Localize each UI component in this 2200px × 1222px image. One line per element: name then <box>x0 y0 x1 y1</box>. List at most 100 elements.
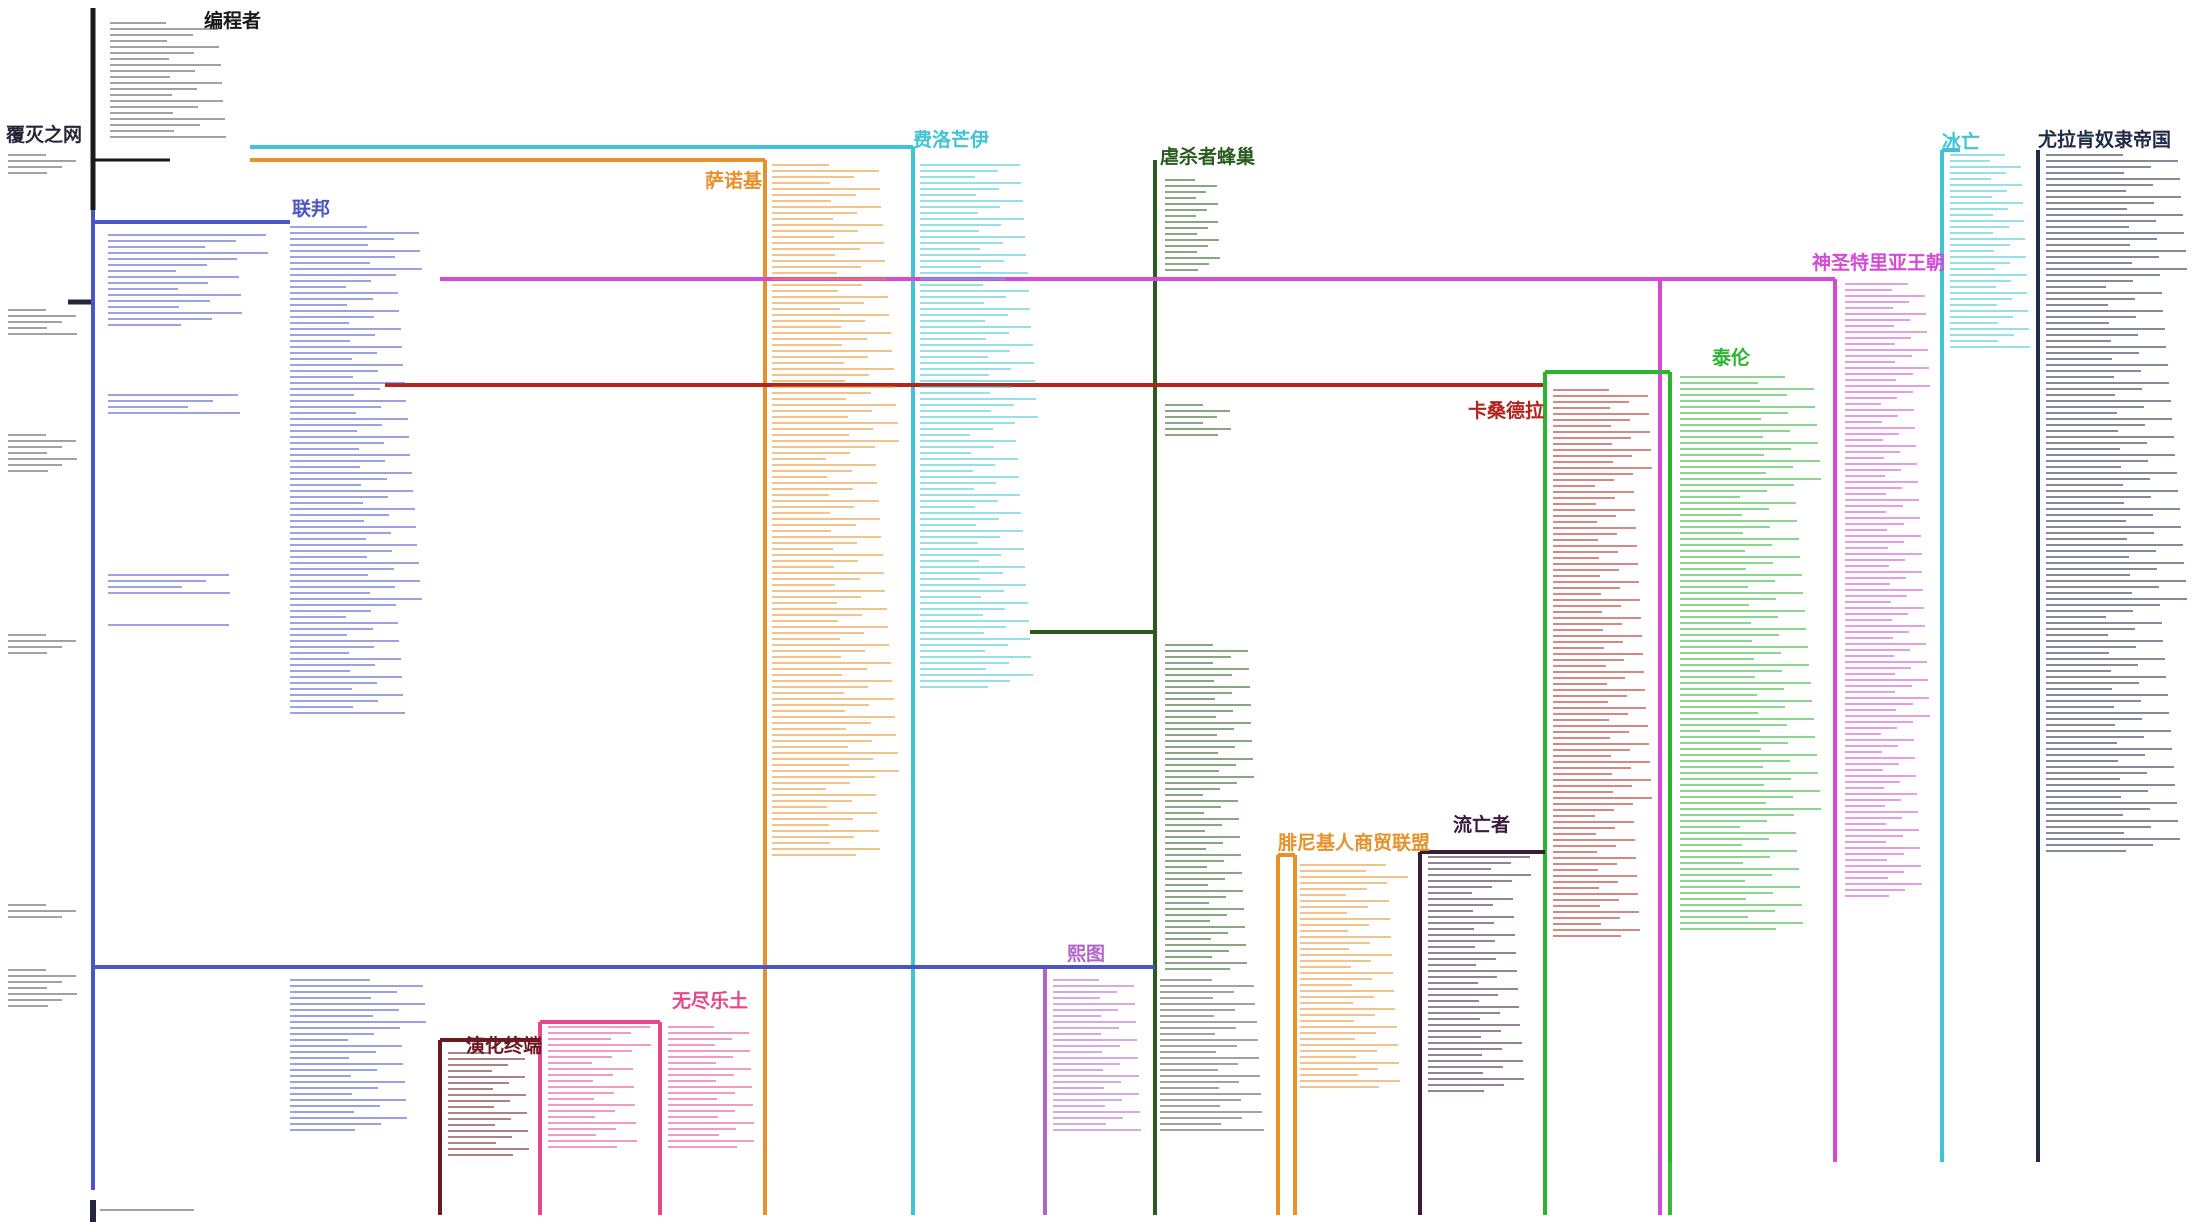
note-line <box>1845 349 1928 351</box>
note-line <box>1680 496 1740 498</box>
note-line <box>1553 563 1639 565</box>
note-line <box>448 1154 513 1156</box>
note-line <box>920 620 1029 622</box>
note-line <box>1300 942 1371 944</box>
note-line <box>1165 818 1240 820</box>
note-line <box>290 1075 351 1077</box>
note-line <box>1845 355 1912 357</box>
note-line <box>920 404 1014 406</box>
note-line <box>1553 641 1624 643</box>
note-line <box>1845 895 1890 897</box>
note-line <box>1165 668 1249 670</box>
note-line <box>1160 1057 1259 1059</box>
note-line <box>772 614 863 616</box>
note-line <box>1428 928 1475 930</box>
note-line <box>8 327 48 329</box>
note-line <box>1553 581 1640 583</box>
note-line <box>1165 410 1231 412</box>
note-line <box>290 1063 404 1065</box>
note-line <box>772 680 893 682</box>
note-line <box>920 560 979 562</box>
note-line <box>1160 1063 1239 1065</box>
note-line <box>1553 635 1643 637</box>
note-line <box>2046 526 2181 528</box>
note-line <box>2046 532 2154 534</box>
note-line <box>290 1009 399 1011</box>
note-line <box>1160 1003 1256 1005</box>
note-line <box>1300 876 1409 878</box>
note-line <box>1950 310 2029 312</box>
note-line <box>1300 906 1368 908</box>
note-line <box>1845 847 1920 849</box>
note-line <box>290 550 393 552</box>
note-line <box>772 722 871 724</box>
note-line <box>290 526 416 528</box>
note-line <box>1845 829 1919 831</box>
note-line <box>1680 418 1761 420</box>
note-line <box>1950 238 2025 240</box>
note-line <box>1950 172 2007 174</box>
note-line <box>108 252 268 254</box>
note-line <box>772 512 831 514</box>
note-line <box>772 710 845 712</box>
note-line <box>1553 539 1599 541</box>
note-line <box>772 638 840 640</box>
note-line <box>920 500 998 502</box>
note-line <box>1553 671 1645 673</box>
note-line <box>1680 790 1820 792</box>
note-line <box>920 314 1008 316</box>
note-line <box>772 854 856 856</box>
note-line <box>2046 784 2175 786</box>
note-line <box>1845 757 1916 759</box>
note-line <box>1553 467 1652 469</box>
note-line <box>772 470 852 472</box>
note-line <box>2046 694 2168 696</box>
note-line <box>920 446 994 448</box>
note-line <box>1680 508 1769 510</box>
note-line <box>1165 866 1207 868</box>
note-line <box>8 910 76 912</box>
note-line <box>1160 997 1213 999</box>
note-line <box>110 118 225 120</box>
note-line <box>1553 911 1640 913</box>
note-line <box>1428 922 1494 924</box>
note-line <box>920 554 1002 556</box>
note-line <box>2046 394 2115 396</box>
label-xitu: 熙图 <box>1067 943 1106 965</box>
note-line <box>1680 922 1803 924</box>
note-line <box>1950 286 1996 288</box>
note-line <box>772 728 847 730</box>
note-line <box>2046 262 2132 264</box>
note-line <box>920 212 978 214</box>
note-line <box>772 320 866 322</box>
note-line <box>772 266 862 268</box>
note-line <box>8 154 47 156</box>
note-line <box>2046 460 2148 462</box>
notes-lianbang-bottom <box>100 1205 210 1219</box>
label-feiniji: 腓尼基人商贸联盟 <box>1278 832 1431 854</box>
note-line <box>772 590 886 592</box>
note-line <box>1165 698 1216 700</box>
note-line <box>548 1104 635 1106</box>
note-line <box>772 818 853 820</box>
note-line <box>1680 622 1751 624</box>
note-line <box>668 1074 734 1076</box>
note-line <box>1053 1063 1121 1065</box>
note-line <box>290 574 369 576</box>
note-line <box>668 1038 732 1040</box>
note-line <box>1553 791 1613 793</box>
note-line <box>108 586 183 588</box>
note-line <box>1680 484 1794 486</box>
note-line <box>1553 905 1601 907</box>
note-line <box>772 758 874 760</box>
note-line <box>448 1076 526 1078</box>
note-line <box>290 430 358 432</box>
notes-wujin <box>548 1022 658 1212</box>
note-line <box>1165 878 1225 880</box>
note-line <box>2046 712 2169 714</box>
note-line <box>772 476 828 478</box>
label-tailun: 泰伦 <box>1712 347 1751 369</box>
note-line <box>920 674 1033 676</box>
note-line <box>1950 184 2023 186</box>
